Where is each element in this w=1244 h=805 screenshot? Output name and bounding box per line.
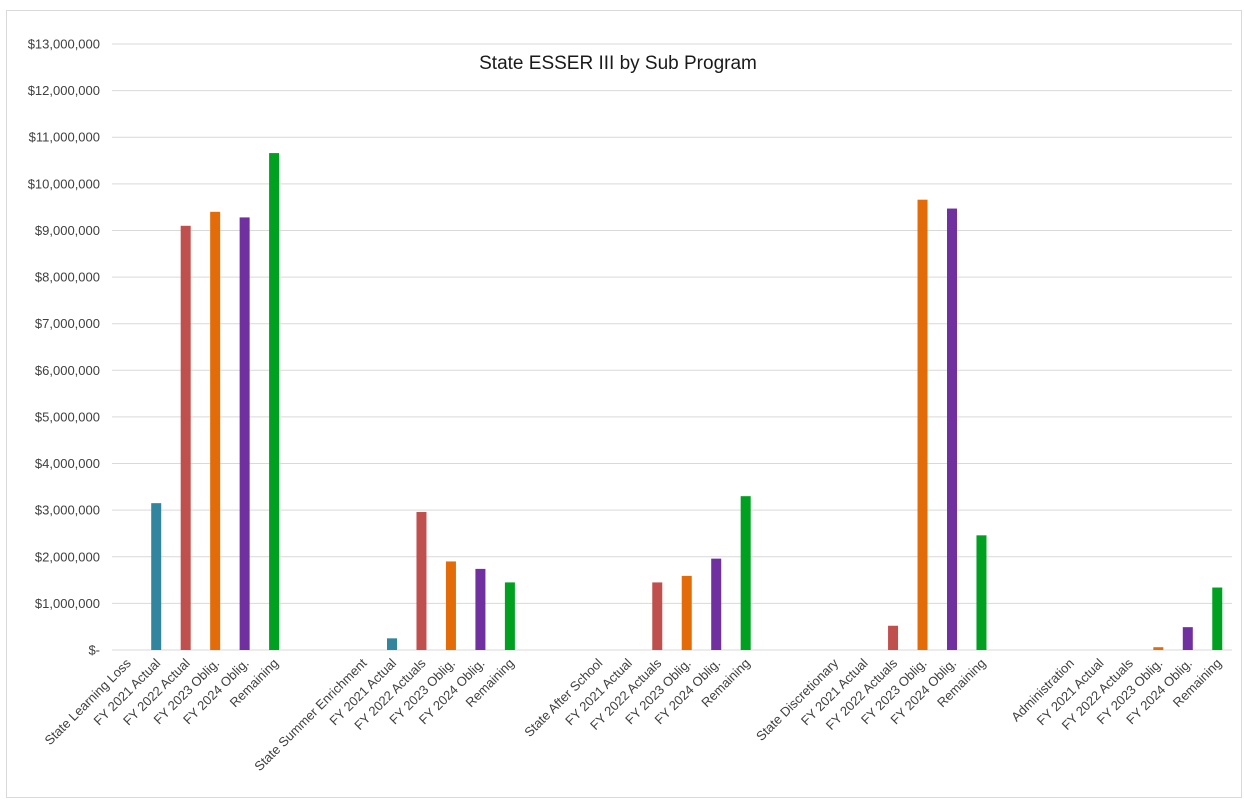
bar <box>740 496 751 650</box>
bar <box>652 582 663 650</box>
bar <box>445 561 456 650</box>
y-tick-label: $7,000,000 <box>35 316 100 331</box>
y-tick-label: $9,000,000 <box>35 223 100 238</box>
bar <box>239 217 250 650</box>
y-tick-label: $6,000,000 <box>35 363 100 378</box>
bars <box>151 153 1223 651</box>
bar <box>681 575 692 650</box>
bar <box>180 225 191 651</box>
bar <box>711 558 722 650</box>
y-tick-label: $5,000,000 <box>35 409 100 424</box>
bar <box>269 153 280 650</box>
bar <box>976 535 987 650</box>
bar <box>475 568 486 650</box>
y-tick-label: $- <box>88 643 100 658</box>
bar <box>1212 587 1223 650</box>
bar <box>1182 627 1193 650</box>
bar <box>917 199 928 651</box>
chart-title: State ESSER III by Sub Program <box>479 53 757 74</box>
y-axis-tick-labels: $- $1,000,000 $2,000,000 $3,000,000 $4,000,0… <box>28 37 100 658</box>
y-tick-label: $12,000,000 <box>28 83 100 98</box>
bar <box>387 638 397 650</box>
y-tick-label: $2,000,000 <box>35 549 100 564</box>
bar <box>210 211 221 651</box>
bar <box>888 625 899 650</box>
gridlines <box>112 43 1232 651</box>
y-tick-label: $8,000,000 <box>35 270 100 285</box>
chart-border <box>6 10 1242 798</box>
y-tick-label: $4,000,000 <box>35 456 100 471</box>
bar <box>416 512 427 650</box>
bar <box>504 582 515 650</box>
bar <box>1153 647 1164 650</box>
bar <box>947 208 957 650</box>
y-tick-label: $3,000,000 <box>35 503 100 518</box>
bar <box>151 503 162 650</box>
y-tick-label: $11,000,000 <box>29 130 100 145</box>
y-tick-label: $1,000,000 <box>35 596 100 611</box>
y-tick-label: $13,000,000 <box>28 37 100 52</box>
y-tick-label: $10,000,000 <box>28 176 100 191</box>
